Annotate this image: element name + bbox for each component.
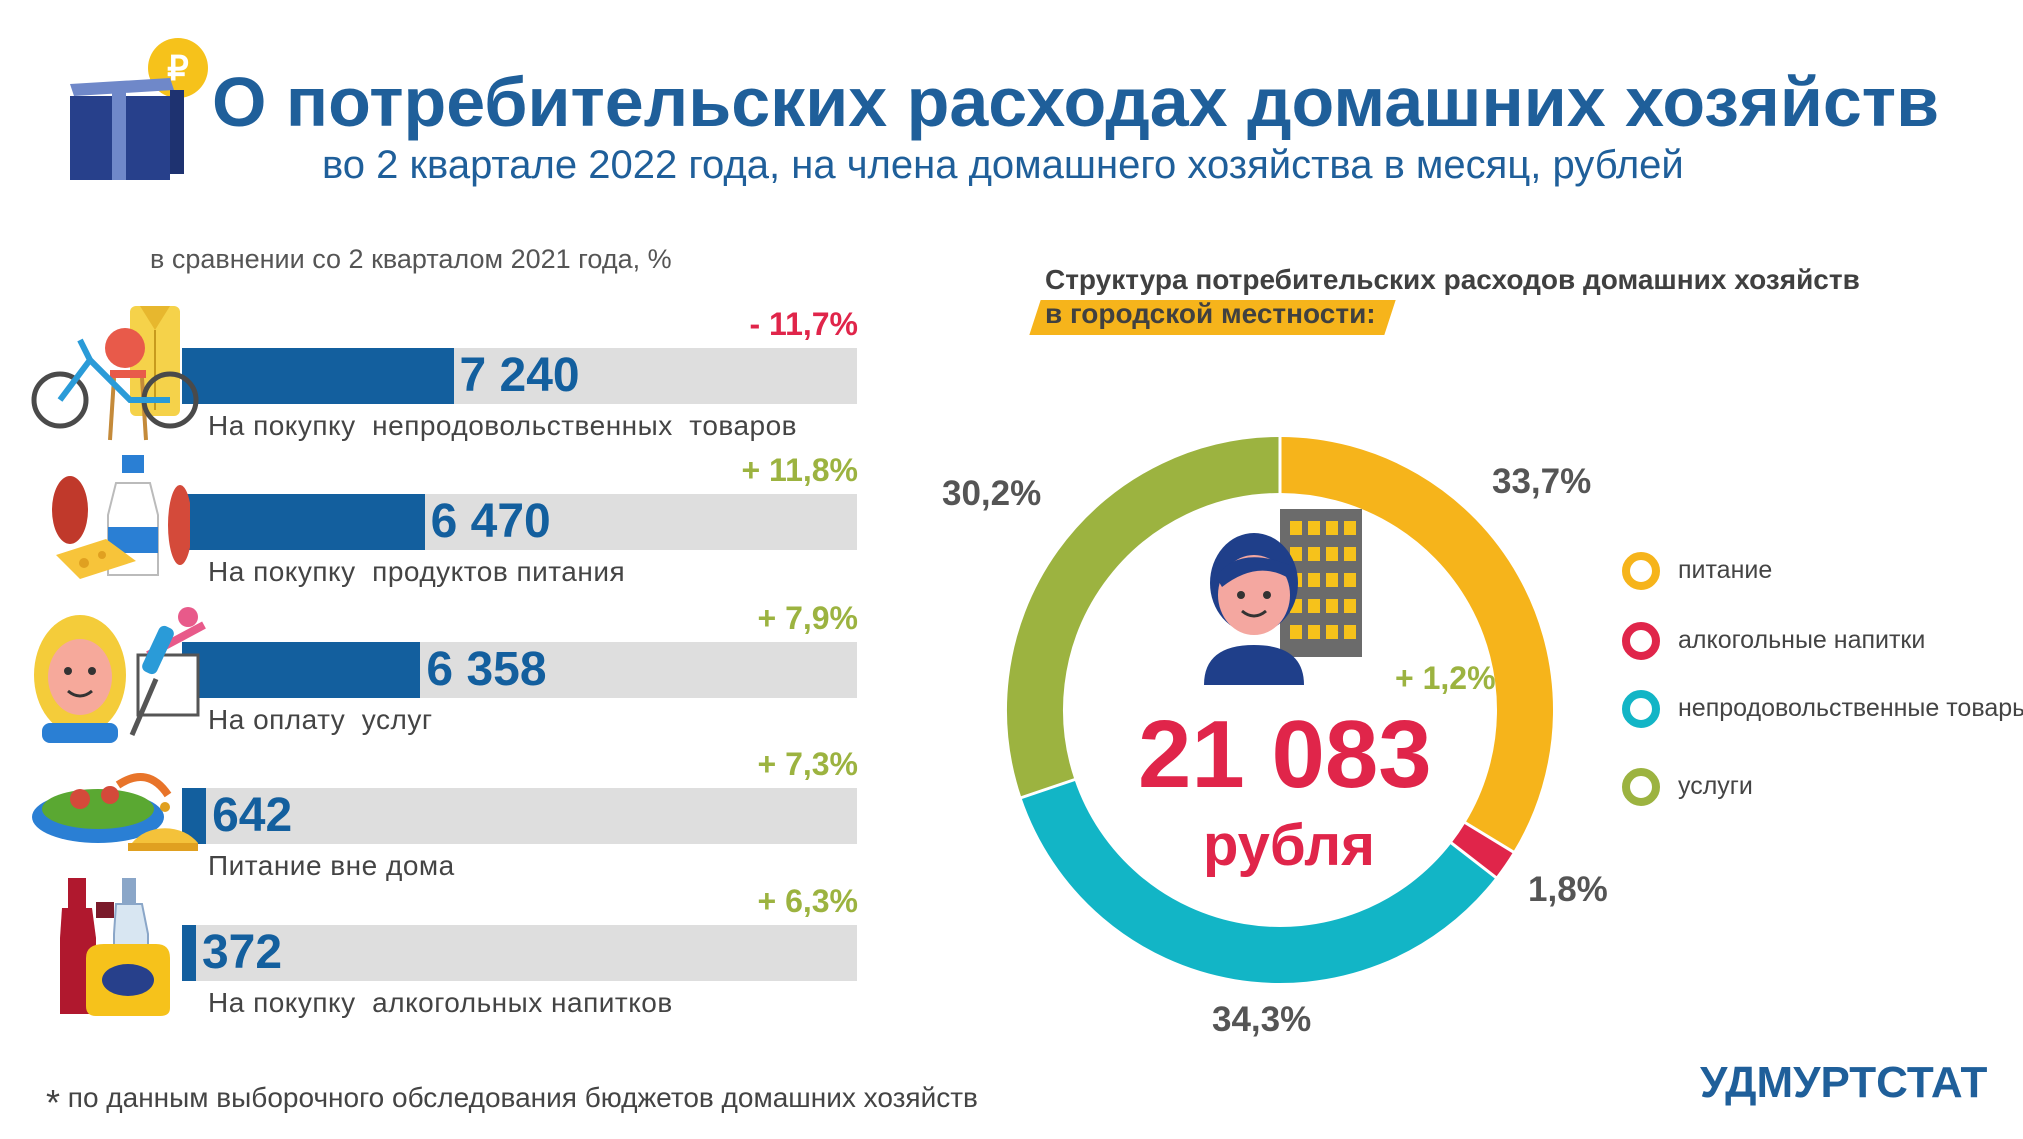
donut-slice <box>1451 822 1514 878</box>
donut-percent-label: 1,8% <box>1528 870 1608 909</box>
bar <box>182 925 196 981</box>
bar <box>182 494 425 550</box>
bar-value-label: 642 <box>212 789 293 842</box>
bar-value-label: 372 <box>201 926 283 979</box>
services-icon <box>28 605 208 750</box>
bar-category-label: На покупку продуктов питания <box>208 556 626 587</box>
bar-change-label: + 7,3% <box>757 746 858 782</box>
bar-value-label: 6 470 <box>430 495 551 548</box>
bar-category-label: Питание вне дома <box>208 850 455 881</box>
bar-track: 7 240 <box>182 348 857 404</box>
bar-track: 372 <box>182 925 857 981</box>
bar-change-label: + 7,9% <box>757 600 858 636</box>
total-unit: рубля <box>1203 813 1375 878</box>
bar <box>182 642 421 698</box>
groceries-icon <box>40 455 192 590</box>
svg-text:₽: ₽ <box>167 50 189 88</box>
total-value: 21 083 <box>1138 701 1432 808</box>
donut-slice <box>1279 437 1553 852</box>
comparison-note: в сравнении со 2 кварталом 2021 года, % <box>150 244 672 274</box>
bar <box>182 348 454 404</box>
bar-track: 6 470 <box>182 494 857 550</box>
bar-change-label: - 11,7% <box>749 306 858 342</box>
donut-percent-label: 30,2% <box>942 474 1042 513</box>
page-title: О потребительских расходах домашних хозя… <box>212 63 1940 141</box>
total-change: + 1,2% <box>1395 660 1496 696</box>
bar-value-label: 7 240 <box>459 349 580 402</box>
page-subtitle: во 2 квартале 2022 года, на члена домашн… <box>322 143 1684 187</box>
bar-change-label: + 11,8% <box>741 452 858 488</box>
bottles-icon <box>56 878 176 1023</box>
legend-label: питание <box>1678 556 1773 584</box>
bar-change-label: + 6,3% <box>757 883 858 919</box>
bar-track: 6 358 <box>182 642 857 698</box>
footnote: * по данным выборочного обследования бюд… <box>46 1082 978 1124</box>
footnote-marker: * <box>46 1082 61 1123</box>
urban-person-icon <box>1198 505 1368 690</box>
bar-value-label: 6 358 <box>426 643 547 696</box>
legend-marker-icon <box>1622 690 1660 728</box>
legend-label: услуги <box>1678 772 1753 800</box>
bar-category-label: На покупку непродовольственных товаров <box>208 410 798 441</box>
restaurant-icon <box>28 755 202 870</box>
donut-slice <box>1007 437 1281 798</box>
donut-separator <box>1462 820 1516 855</box>
donut-percent-label: 33,7% <box>1492 462 1592 501</box>
legend-marker-icon <box>1622 768 1660 806</box>
bar-track: 642 <box>182 788 857 844</box>
legend-marker-icon <box>1622 622 1660 660</box>
donut-slice <box>1021 779 1496 983</box>
legend-label: алкогольные напитки <box>1678 626 1926 654</box>
structure-donut-chart <box>1007 435 1553 983</box>
legend-label: непродовольственные товары <box>1678 694 2023 722</box>
structure-title: Структура потребительских расходов домаш… <box>1045 264 1860 295</box>
bar-category-label: На покупку алкогольных напитков <box>208 987 673 1018</box>
structure-title-line2: в городской местности: <box>1045 298 1376 329</box>
footnote-text: по данным выборочного обследования бюдже… <box>67 1082 978 1113</box>
household-goods-icon <box>30 300 200 455</box>
legend-marker-icon <box>1622 552 1660 590</box>
header-gift-icon: ₽ <box>66 38 216 193</box>
donut-percent-label: 34,3% <box>1212 1000 1312 1039</box>
donut-separator <box>1019 777 1077 800</box>
bar-category-label: На оплату услуг <box>208 704 433 735</box>
brand-logo: УДМУРТСТАТ <box>1700 1058 1988 1107</box>
donut-separator <box>1448 840 1499 880</box>
